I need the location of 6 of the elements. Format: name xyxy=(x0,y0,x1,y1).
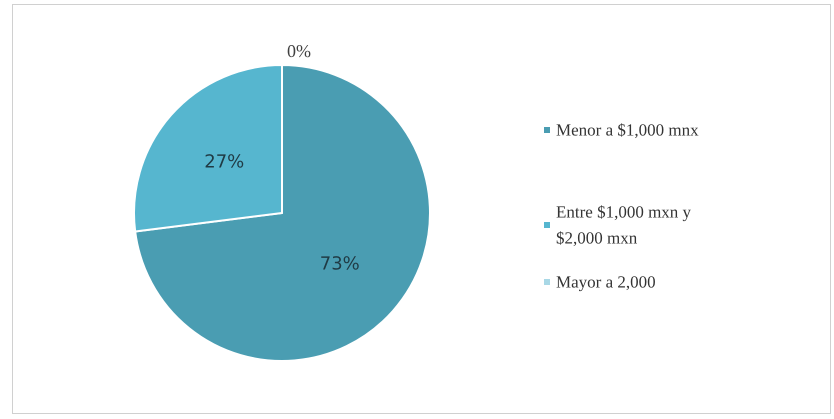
legend-label: Menor a $1,000 mnx xyxy=(556,120,700,140)
data-label: 73% xyxy=(320,253,360,274)
legend-label: Mayor a 2,000 xyxy=(556,272,656,292)
legend-label: Entre $1,000 mxn y $2,000 mxn xyxy=(556,202,696,248)
text: 0% xyxy=(287,41,311,61)
data-label: 27% xyxy=(204,152,244,173)
